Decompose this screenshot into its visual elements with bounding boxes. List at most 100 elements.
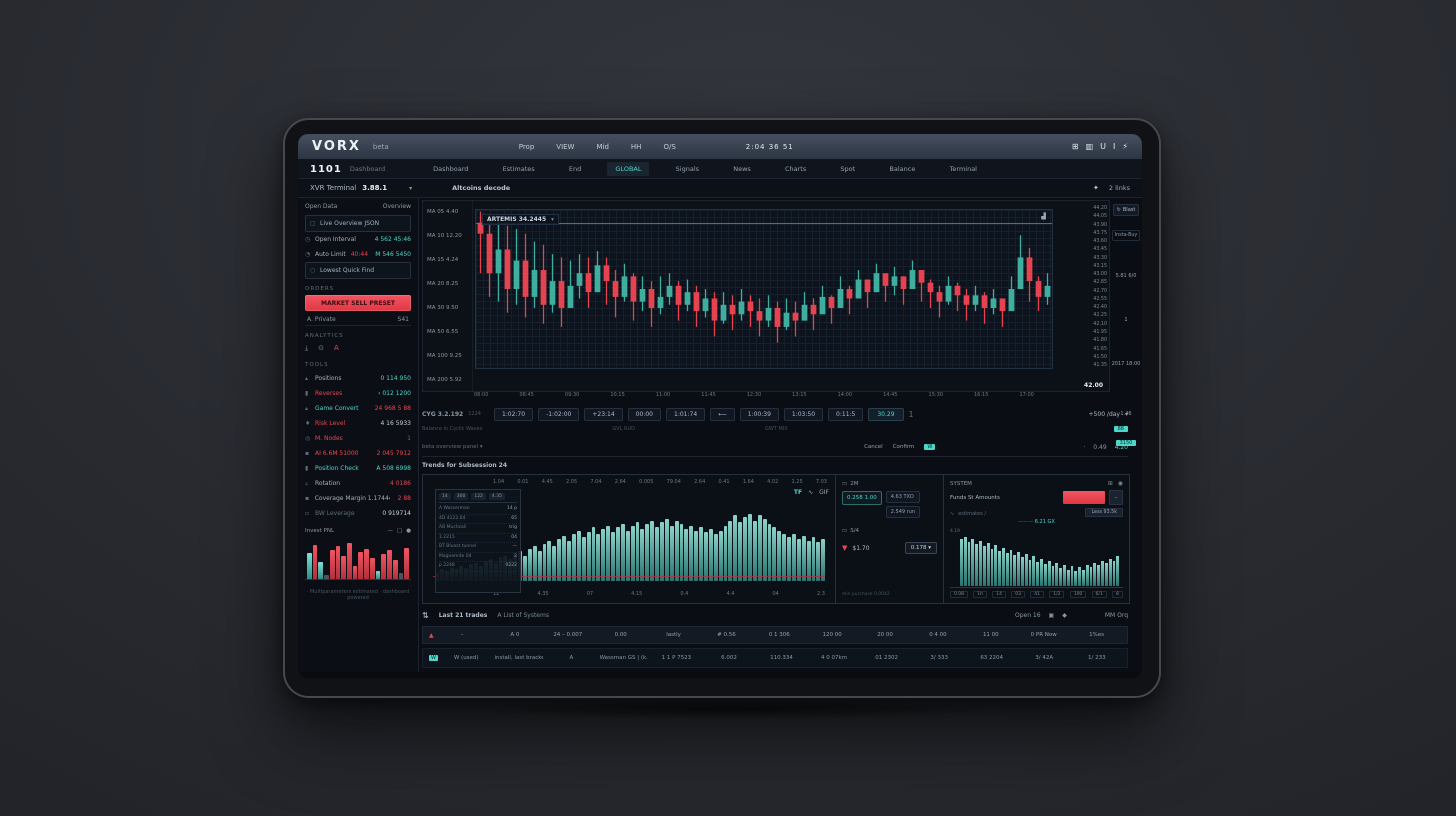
pair-selector-label[interactable]: XVR Terminal <box>310 184 357 192</box>
sidebar-row[interactable]: ▫ BW Leverage 0 919714 <box>305 506 411 521</box>
chevron-down-icon[interactable]: ▾ <box>409 184 413 192</box>
sidebar-row[interactable]: ▪ AI 6.6M 51000 2 045 7912 <box>305 446 411 461</box>
trades-table-row[interactable]: W W (used) install, last bracket A Wassman … <box>422 648 1128 668</box>
axis-chip[interactable]: 0.08 <box>950 591 969 598</box>
sidebar-row[interactable]: ▴ Game Convert 24 968 5 88 <box>305 401 411 416</box>
less-button[interactable]: Less 93.5k <box>1085 508 1123 517</box>
preset-button-2[interactable]: 2.549 run <box>885 506 921 518</box>
tooltip-tab[interactable]: 14 <box>439 493 451 500</box>
nav-tab[interactable]: GLOBAL <box>607 162 650 176</box>
insta-buy-button[interactable]: Insta-Buy <box>1111 230 1141 241</box>
interval-select[interactable]: 30.29 <box>868 407 904 421</box>
topbar-menu-item[interactable]: O/S <box>663 142 676 151</box>
axis-chip[interactable]: 03 <box>1011 591 1025 598</box>
download-icon[interactable]: ⤓ <box>305 344 309 352</box>
grid-icon[interactable]: ⊞ <box>1107 480 1113 487</box>
candlestick-plot[interactable]: ARTEMIS 34.2445 ▾ ▟ <box>475 209 1053 369</box>
sidebar-row[interactable]: ▵ Rotation 4 0186 <box>305 476 411 491</box>
chart-collapse-icon[interactable]: ▾ <box>551 216 554 223</box>
sidebar-row[interactable]: ◎ M. Nodes 1 <box>305 431 411 446</box>
overview-panel-toggle[interactable]: beta overview panel ▾ <box>422 444 483 450</box>
diamond-icon[interactable]: ◆ <box>1062 611 1067 619</box>
topbar-menu-item[interactable]: HH <box>630 142 642 151</box>
tooltip-tab[interactable]: 122 <box>471 493 486 500</box>
axis-chip[interactable]: 1/2 <box>1049 591 1065 598</box>
sidebar-row[interactable]: ▢ Live Overview JSON <box>305 215 411 232</box>
axis-chip[interactable]: 41 <box>1030 591 1044 598</box>
rail-badge[interactable]: 3150 <box>1115 440 1137 446</box>
axis-chip[interactable]: 8 <box>1112 591 1123 598</box>
timeframe-button[interactable]: -1:02:00 <box>538 407 580 421</box>
coin-icon[interactable]: ⊙ <box>318 344 324 352</box>
record-icon[interactable]: ◉ <box>1117 480 1123 487</box>
alert-price-line[interactable] <box>476 222 1052 224</box>
axis-chip[interactable]: 6/1 <box>1091 591 1107 598</box>
wave-icon[interactable]: ∿ <box>808 489 814 496</box>
minus-button[interactable]: – <box>1109 490 1123 505</box>
topbar-menu-item[interactable]: Mid <box>596 142 609 151</box>
sell-row[interactable]: A. Private S41 <box>305 314 411 326</box>
mini-chart-dot-icon[interactable]: ● <box>406 528 411 534</box>
sidebar-tab-open-data[interactable]: Open Data <box>305 203 338 210</box>
blast-button[interactable]: ↻ Blast <box>1112 204 1140 216</box>
nav-tab[interactable]: News <box>733 165 751 173</box>
topbar-icon[interactable]: ⊞ <box>1071 142 1079 151</box>
confirm-button[interactable]: Confirm <box>892 444 915 450</box>
sidebar-row[interactable]: ♦ Risk Level 4 16 5933 <box>305 416 411 431</box>
topbar-icon[interactable]: U <box>1100 142 1107 151</box>
timeframe-button[interactable]: 0:11:5 <box>828 407 864 421</box>
timeframe-button[interactable]: 1:03:50 <box>783 407 824 421</box>
timeframe-button[interactable]: +23:14 <box>584 407 623 421</box>
toggle-icon[interactable]: ▣ <box>1048 611 1055 619</box>
w-chip[interactable]: W <box>924 444 936 450</box>
gif-toggle[interactable]: GIF <box>819 489 829 496</box>
tab-last-trades[interactable]: Last 21 trades <box>438 611 488 619</box>
nav-tab[interactable]: Signals <box>675 165 700 173</box>
timeframe-button[interactable]: ⟵ <box>710 407 735 421</box>
axis-chip[interactable]: 14 <box>992 591 1006 598</box>
topbar-icon[interactable]: ⚡ <box>1122 142 1128 151</box>
sell-funds-button[interactable] <box>1063 491 1105 504</box>
nav-tab[interactable]: Spot <box>840 165 856 173</box>
mini-chart-minimize-icon[interactable]: — <box>387 528 393 534</box>
timeframe-button[interactable]: 00:00 <box>627 407 661 421</box>
topbar-icon[interactable]: ▥ <box>1085 142 1094 151</box>
topbar-icon[interactable]: I <box>1113 142 1116 151</box>
tooltip-tab[interactable]: 300 <box>453 493 469 500</box>
sidebar-row[interactable]: ○ Lowest Quick Find <box>305 262 411 279</box>
timeframe-button[interactable]: 1:00:39 <box>739 407 779 421</box>
quantity-select[interactable]: 0.178 ▾ <box>904 542 937 554</box>
axis-chip[interactable]: 1h <box>973 591 987 598</box>
timeframe-button[interactable]: 1:01:74 <box>666 407 706 421</box>
range-caret-icon[interactable]: ▾ <box>1124 410 1128 418</box>
chart-signal-icon[interactable]: ▟ <box>1041 213 1046 220</box>
topbar-menu-item[interactable]: Prop <box>518 142 535 151</box>
nav-tab[interactable]: Terminal <box>949 165 977 173</box>
nav-tab[interactable]: End <box>568 165 582 173</box>
sidebar-tab-overview[interactable]: Overview <box>382 203 411 210</box>
favorite-icon[interactable]: ✦ <box>1093 184 1099 192</box>
links-button[interactable]: 2 links <box>1108 184 1130 192</box>
mini-chart-expand-icon[interactable]: □ <box>396 528 403 534</box>
cancel-button[interactable]: Cancel <box>864 444 883 450</box>
sidebar-row[interactable]: ▮ Reverses › 012 1200 <box>305 386 411 401</box>
price-input[interactable]: 0.258 1.00 <box>842 491 882 505</box>
alert-a-icon[interactable]: A <box>333 344 339 352</box>
tf-toggle[interactable]: TF <box>793 489 803 496</box>
sidebar-row[interactable]: ◔ Auto Limit 40:44 M 546 5450 <box>305 247 411 262</box>
axis-chip[interactable]: 100 <box>1069 591 1087 598</box>
nav-tab[interactable]: Estimates <box>502 165 535 173</box>
nav-tab[interactable]: Charts <box>784 165 807 173</box>
tab-list-systems[interactable]: A List of Systems <box>497 611 549 619</box>
timeframe-button[interactable]: 1:02:70 <box>493 407 534 421</box>
tooltip-tab[interactable]: 4.35 <box>488 493 505 500</box>
toolbar-badge[interactable]: 88 <box>1113 426 1128 432</box>
sidebar-row[interactable]: ◷ Open Interval 4 562 45:46 <box>305 232 411 247</box>
sidebar-row[interactable]: ▴ Positions 0 114 950 <box>305 371 411 386</box>
range-button[interactable]: +500 /day <box>1088 410 1120 418</box>
sort-icon[interactable]: ⇅ <box>422 610 429 620</box>
nav-tab[interactable]: Dashboard <box>433 165 469 173</box>
sidebar-row[interactable]: ▮ Position Check A 508 6998 <box>305 461 411 476</box>
sidebar-row[interactable]: ▪ Coverage Margin 1.17444 2 88 <box>305 491 411 506</box>
market-sell-button[interactable]: MARKET SELL PRESET <box>305 295 411 311</box>
